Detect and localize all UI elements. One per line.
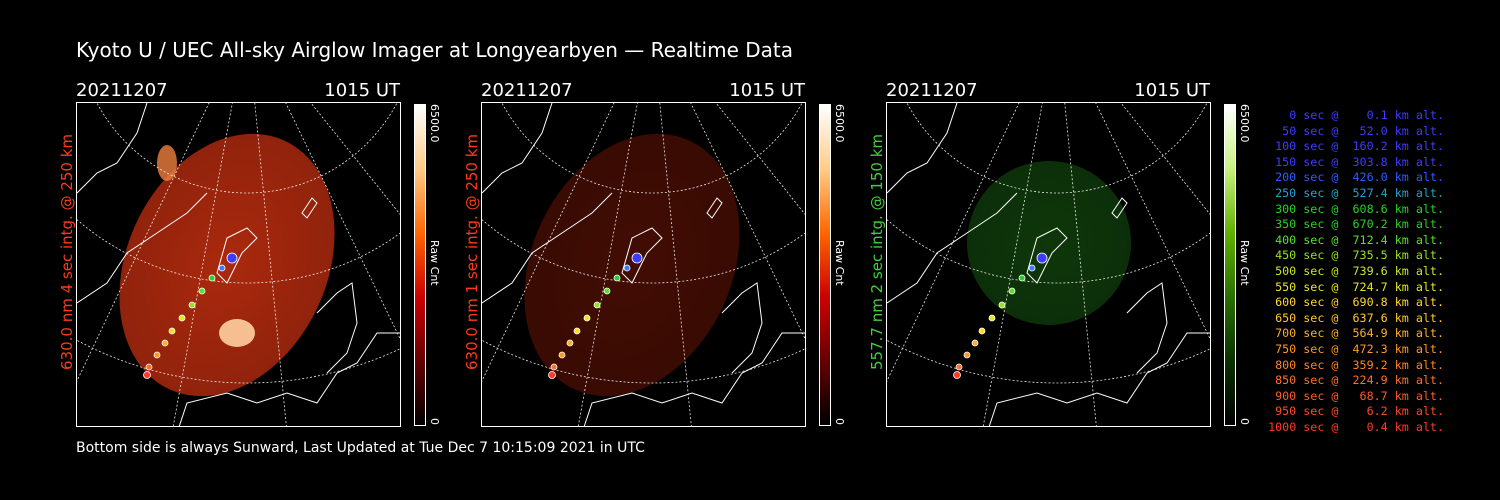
altitude-legend: 0 sec @ 0.1 km alt. 50 sec @ 52.0 km alt.… bbox=[1262, 108, 1444, 435]
panel-1-cbar-max: 6500.0 bbox=[428, 104, 441, 143]
legend-entry: 0 sec @ 0.1 km alt. bbox=[1289, 108, 1444, 122]
airglow-field bbox=[967, 161, 1131, 325]
panel-2-cbar-min: 0 bbox=[833, 418, 846, 425]
legend-entry: 500 sec @ 739.6 km alt. bbox=[1275, 263, 1444, 278]
panel-1-cbar-label: Raw Cnt bbox=[428, 240, 441, 286]
legend-entry: 450 sec @ 735.5 km alt. bbox=[1275, 248, 1444, 263]
legend-entry: 750 sec @ 472.3 km alt. bbox=[1275, 341, 1444, 356]
legend-entry: 900 sec @ 68.7 km alt. bbox=[1275, 388, 1444, 403]
legend-entry: 50 sec @ 52.0 km alt. bbox=[1282, 123, 1444, 138]
panel-2-cbar-label: Raw Cnt bbox=[833, 240, 846, 286]
legend-entry: 200 sec @ 426.0 km alt. bbox=[1275, 170, 1444, 185]
legend-entry: 550 sec @ 724.7 km alt. bbox=[1275, 279, 1444, 294]
legend-entry: 100 sec @ 160.2 km alt. bbox=[1275, 139, 1444, 154]
panel-2-colorbar bbox=[819, 104, 831, 426]
panel-1-cbar-min: 0 bbox=[428, 418, 441, 425]
panel-2-ylabel: 630.0 nm 1 sec intg. @ 250 km bbox=[463, 133, 481, 370]
legend-entry: 300 sec @ 608.6 km alt. bbox=[1275, 201, 1444, 216]
legend-entry: 1000 sec @ 0.4 km alt. bbox=[1268, 419, 1444, 434]
panel-3-cbar-min: 0 bbox=[1238, 418, 1251, 425]
panel-2-date: 20211207 bbox=[481, 80, 573, 101]
panel-2-cbar-max: 6500.0 bbox=[833, 104, 846, 143]
panel-1-colorbar bbox=[414, 104, 426, 426]
panel-3-cbar-label: Raw Cnt bbox=[1238, 240, 1251, 286]
panel-3-ylabel: 557.7 nm 2 sec intg. @ 150 km bbox=[868, 133, 886, 370]
legend-entry: 850 sec @ 224.9 km alt. bbox=[1275, 373, 1444, 388]
airglow-field bbox=[119, 133, 335, 397]
legend-entry: 600 sec @ 690.8 km alt. bbox=[1275, 295, 1444, 310]
legend-entry: 800 sec @ 359.2 km alt. bbox=[1275, 357, 1444, 372]
panel-3-date: 20211207 bbox=[886, 80, 978, 101]
legend-entry: 400 sec @ 712.4 km alt. bbox=[1275, 232, 1444, 247]
legend-entry: 350 sec @ 670.2 km alt. bbox=[1275, 217, 1444, 232]
panel-1-time: 1015 UT bbox=[324, 80, 400, 101]
panel-1-ylabel: 630.0 nm 4 sec intg. @ 250 km bbox=[58, 133, 76, 370]
panel-2-time: 1015 UT bbox=[729, 80, 805, 101]
panel-3-allsky-image bbox=[886, 102, 1211, 427]
panel-2-allsky-image bbox=[481, 102, 806, 427]
footer-status: Bottom side is always Sunward, Last Upda… bbox=[76, 440, 645, 456]
legend-entry: 700 sec @ 564.9 km alt. bbox=[1275, 326, 1444, 341]
panel-3-time: 1015 UT bbox=[1134, 80, 1210, 101]
legend-entry: 150 sec @ 303.8 km alt. bbox=[1275, 154, 1444, 169]
panel-3-colorbar bbox=[1224, 104, 1236, 426]
airglow-field bbox=[524, 133, 740, 397]
legend-entry: 250 sec @ 527.4 km alt. bbox=[1275, 185, 1444, 200]
legend-entry: 950 sec @ 6.2 km alt. bbox=[1275, 404, 1444, 419]
panel-3-cbar-max: 6500.0 bbox=[1238, 104, 1251, 143]
legend-entry: 650 sec @ 637.6 km alt. bbox=[1275, 310, 1444, 325]
panel-1-date: 20211207 bbox=[76, 80, 168, 101]
page-title: Kyoto U / UEC All-sky Airglow Imager at … bbox=[76, 38, 793, 62]
panel-1-allsky-image bbox=[76, 102, 401, 427]
